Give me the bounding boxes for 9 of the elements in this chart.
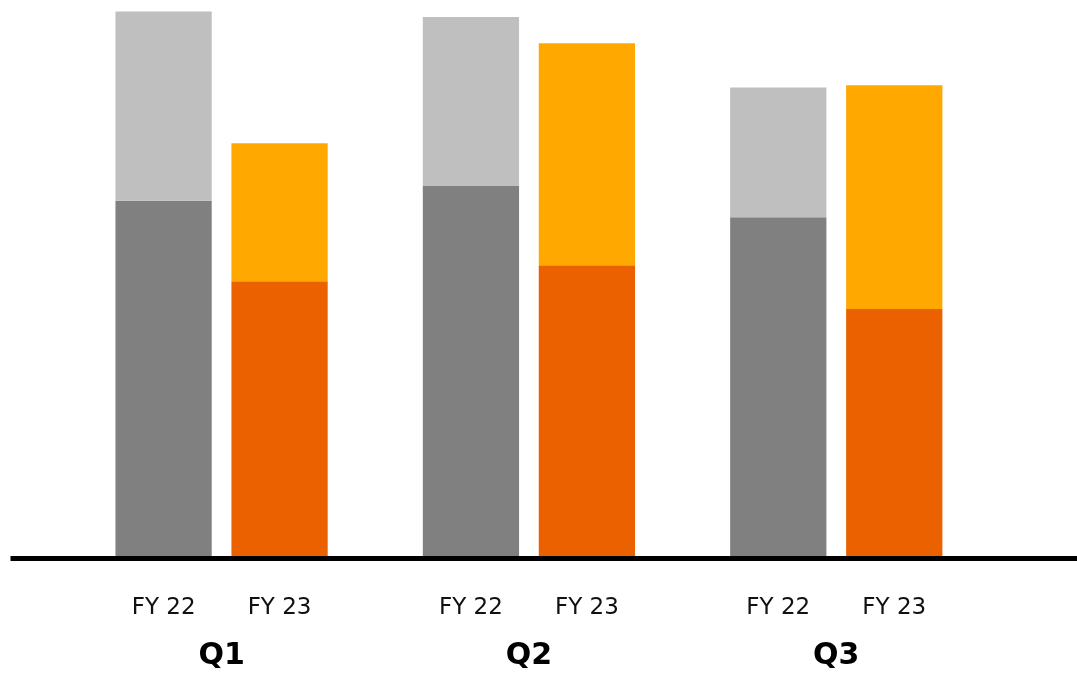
text: Q2 — [505, 635, 553, 671]
x-tick-label: FY 22 — [439, 592, 503, 619]
text: Q3 — [813, 635, 860, 671]
x-tick-label: FY 23 — [247, 592, 312, 619]
text: Q1 — [198, 635, 245, 671]
x-tick-label: FY 23 — [554, 592, 619, 619]
x-tick-label: FY 23 — [862, 592, 927, 619]
x-tick-label: FY 22 — [131, 592, 196, 619]
x-tick-label: FY 22 — [746, 592, 811, 619]
